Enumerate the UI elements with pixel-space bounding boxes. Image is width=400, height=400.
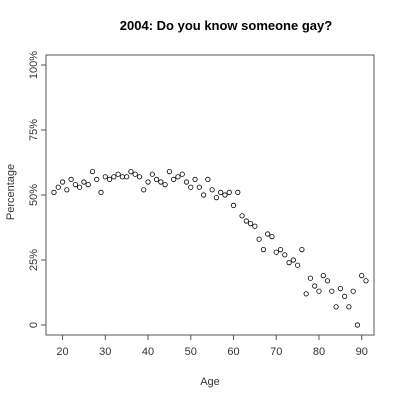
data-point	[158, 179, 164, 185]
chart-title: 2004: Do you know someone gay?	[120, 18, 332, 33]
data-point	[81, 179, 87, 185]
data-points	[51, 169, 369, 328]
data-point	[359, 272, 365, 279]
x-axis: 20 30 40 50 60 70 80 90	[56, 335, 368, 358]
data-point	[98, 189, 104, 195]
data-point	[307, 275, 314, 281]
data-point	[111, 174, 117, 180]
x-axis-label: Age	[200, 376, 220, 388]
data-point	[295, 262, 301, 268]
data-point	[149, 171, 155, 177]
data-point	[256, 236, 262, 242]
data-point	[290, 257, 296, 263]
data-point	[183, 179, 190, 185]
data-point	[316, 288, 322, 294]
data-point	[196, 184, 202, 190]
data-point	[303, 291, 309, 297]
data-point	[342, 293, 348, 299]
y-tick-label: 100%	[28, 51, 40, 79]
data-point	[166, 169, 172, 175]
data-point	[226, 189, 232, 195]
data-point	[299, 247, 305, 253]
data-point	[265, 231, 271, 237]
x-tick-label: 60	[227, 346, 239, 358]
data-point	[243, 218, 249, 224]
data-point	[175, 174, 181, 180]
data-point	[213, 195, 220, 201]
data-point	[286, 259, 292, 266]
data-point	[77, 184, 83, 190]
data-point	[55, 184, 61, 190]
data-point	[333, 304, 339, 310]
data-point	[324, 278, 331, 284]
data-point	[128, 169, 134, 175]
x-tick-label: 80	[313, 346, 325, 358]
y-tick-label: 0	[28, 322, 40, 328]
data-point	[346, 304, 352, 310]
data-point	[252, 223, 258, 229]
data-point	[363, 278, 369, 284]
data-point	[132, 171, 138, 177]
data-point	[119, 174, 125, 180]
data-point	[115, 171, 121, 177]
data-point	[230, 202, 237, 208]
data-point	[72, 182, 78, 188]
data-point	[171, 176, 177, 182]
data-point	[320, 272, 326, 279]
y-tick-label: 25%	[28, 249, 40, 271]
data-point	[200, 192, 207, 198]
x-tick-label: 30	[99, 346, 111, 358]
data-point	[205, 176, 211, 182]
y-axis: 0 25% 50% 75% 100%	[28, 51, 46, 328]
data-point	[179, 171, 185, 177]
data-point	[248, 221, 254, 227]
x-tick-label: 20	[56, 346, 68, 358]
data-point	[124, 174, 130, 180]
data-point	[51, 189, 57, 195]
data-point	[89, 169, 96, 175]
data-point	[277, 247, 284, 253]
y-tick-label: 75%	[28, 119, 40, 141]
data-point	[222, 192, 228, 198]
data-point	[260, 247, 267, 253]
y-axis-label: Percentage	[5, 164, 17, 220]
data-point	[64, 187, 70, 193]
x-tick-label: 50	[185, 346, 197, 358]
data-point	[235, 189, 241, 195]
data-point	[282, 252, 288, 258]
data-point	[106, 176, 113, 182]
y-tick-label: 50%	[28, 184, 40, 206]
data-point	[350, 288, 356, 294]
data-point	[269, 234, 275, 240]
data-point	[192, 176, 198, 182]
plot-frame	[45, 54, 375, 336]
data-point	[162, 182, 168, 188]
data-point	[145, 179, 151, 185]
data-point	[102, 174, 108, 180]
data-point	[209, 187, 215, 193]
data-point	[354, 322, 361, 328]
x-tick-label: 70	[270, 346, 282, 358]
data-point	[136, 174, 143, 180]
data-point	[85, 182, 91, 188]
data-point	[218, 189, 224, 195]
data-point	[68, 176, 74, 182]
data-point	[273, 249, 279, 255]
data-point	[59, 179, 66, 185]
x-tick-label: 40	[142, 346, 154, 358]
data-point	[337, 285, 343, 292]
data-point	[312, 283, 318, 289]
data-point	[153, 176, 160, 182]
data-point	[141, 187, 147, 193]
data-point	[188, 184, 194, 190]
data-point	[239, 213, 245, 219]
x-tick-label: 90	[356, 346, 368, 358]
data-point	[94, 176, 100, 182]
data-point	[329, 288, 335, 294]
